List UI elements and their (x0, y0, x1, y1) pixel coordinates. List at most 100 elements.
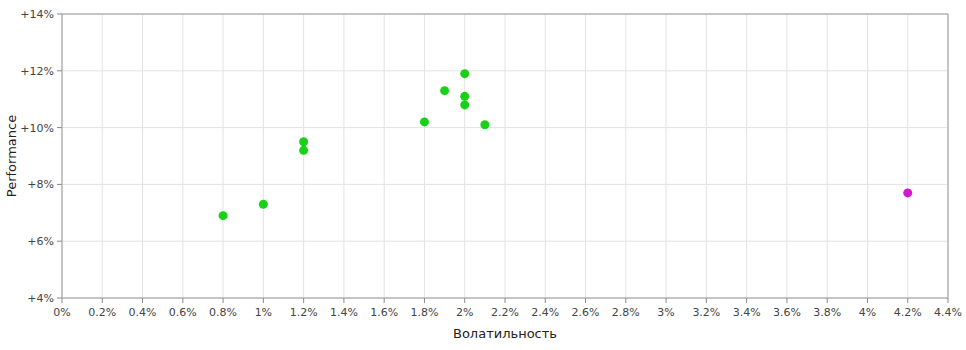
x-tick-label: 3.2% (692, 306, 720, 319)
grid (62, 14, 948, 298)
x-tick-label: 4% (859, 306, 876, 319)
x-tick-label: 2.6% (572, 306, 600, 319)
x-tick (666, 298, 667, 303)
x-grid-line (223, 14, 224, 298)
x-tick-label: 1.4% (330, 306, 358, 319)
x-grid-line (263, 14, 264, 298)
y-tick (57, 14, 62, 15)
y-tick (57, 127, 62, 128)
x-grid-line (424, 14, 425, 298)
x-grid-line (384, 14, 385, 298)
x-tick-label: 1.2% (290, 306, 318, 319)
point (259, 200, 268, 209)
x-grid-line (907, 14, 908, 298)
series (903, 188, 912, 197)
y-tick (57, 70, 62, 71)
x-tick-label: 4.4% (934, 306, 962, 319)
x-tick (102, 298, 103, 303)
x-tick-label: 0% (53, 306, 70, 319)
x-tick-label: 3.4% (733, 306, 761, 319)
x-grid-line (786, 14, 787, 298)
x-tick (182, 298, 183, 303)
y-tick-label: +10% (20, 122, 54, 135)
x-grid-line (142, 14, 143, 298)
x-grid-line (102, 14, 103, 298)
x-tick (625, 298, 626, 303)
plot-frame (62, 14, 948, 298)
point (299, 146, 308, 155)
x-tick (746, 298, 747, 303)
point (480, 120, 489, 129)
x-tick (585, 298, 586, 303)
x-grid-line (625, 14, 626, 298)
x-tick (223, 298, 224, 303)
x-tick (706, 298, 707, 303)
y-tick-label: +12% (20, 65, 54, 78)
point (299, 137, 308, 146)
x-grid-line (706, 14, 707, 298)
x-grid-line (182, 14, 183, 298)
x-tick-label: 0.6% (169, 306, 197, 319)
y-tick (57, 298, 62, 299)
x-grid-line (545, 14, 546, 298)
x-tick-label: 0.4% (129, 306, 157, 319)
point (420, 117, 429, 126)
x-tick-label: 1.6% (370, 306, 398, 319)
x-tick-label: 3.8% (813, 306, 841, 319)
x-tick-label: 4.2% (894, 306, 922, 319)
chart: 0% 0.2% 0.4% 0.6% 0.8% 1% 1.2% 1.4% 1.6% 1.8% 2% 2.… (0, 0, 966, 350)
y-grid-line (62, 184, 948, 185)
x-tick-label: 1.8% (410, 306, 438, 319)
x-tick (827, 298, 828, 303)
y-axis-label: Performance (4, 115, 19, 197)
x-tick-label: 3.6% (773, 306, 801, 319)
y-tick-label: +6% (27, 235, 54, 248)
x-grid-line (505, 14, 506, 298)
x-grid-line (827, 14, 828, 298)
x-tick-label: 2% (456, 306, 473, 319)
x-tick (384, 298, 385, 303)
x-grid-line (343, 14, 344, 298)
axes: 0% 0.2% 0.4% 0.6% 0.8% 1% 1.2% 1.4% 1.6% 1.8% 2% 2.… (20, 8, 962, 319)
x-grid-line (666, 14, 667, 298)
x-tick-label: 0.8% (209, 306, 237, 319)
y-grid-line (62, 241, 948, 242)
x-tick (867, 298, 868, 303)
point (460, 69, 469, 78)
x-tick (464, 298, 465, 303)
x-tick (303, 298, 304, 303)
x-grid-line (867, 14, 868, 298)
x-tick-label: 0.2% (88, 306, 116, 319)
x-tick (786, 298, 787, 303)
y-tick-label: +4% (27, 292, 54, 305)
point (440, 86, 449, 95)
point (460, 100, 469, 109)
x-tick (142, 298, 143, 303)
y-tick-label: +8% (27, 178, 54, 191)
x-grid-line (746, 14, 747, 298)
x-tick (263, 298, 264, 303)
point (903, 188, 912, 197)
x-axis-label: Волатильность (453, 326, 557, 341)
x-tick-label: 2.4% (531, 306, 559, 319)
y-grid-line (62, 70, 948, 71)
x-tick (907, 298, 908, 303)
y-tick (57, 241, 62, 242)
y-tick-label: +14% (20, 8, 54, 21)
point (219, 211, 228, 220)
x-tick-label: 3% (657, 306, 674, 319)
x-tick (424, 298, 425, 303)
x-tick-label: 2.8% (612, 306, 640, 319)
y-grid-line (62, 127, 948, 128)
data-area (219, 69, 913, 220)
plot-area (62, 14, 948, 298)
x-grid-line (585, 14, 586, 298)
point (460, 92, 469, 101)
x-tick-label: 2.2% (491, 306, 519, 319)
x-tick-label: 1% (255, 306, 272, 319)
x-tick (505, 298, 506, 303)
y-tick (57, 184, 62, 185)
x-grid-line (303, 14, 304, 298)
x-tick (62, 298, 63, 303)
x-tick (948, 298, 949, 303)
